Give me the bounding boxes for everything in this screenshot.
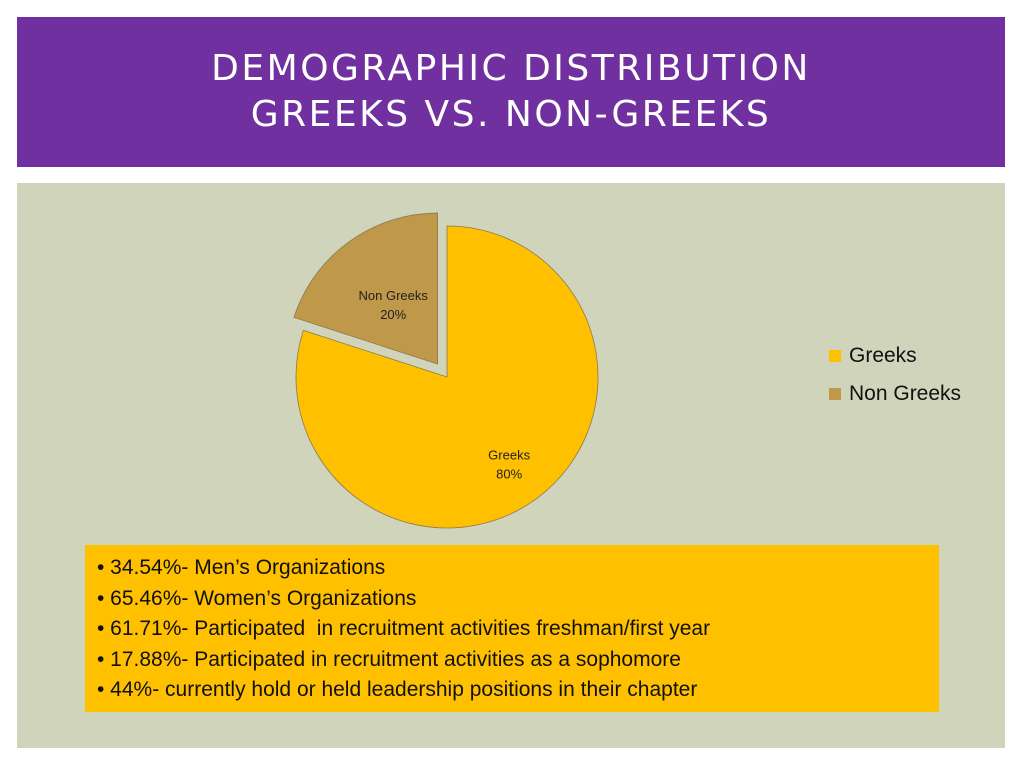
stat-item: • 44%- currently hold or held leadership… [97,678,698,701]
legend-swatch-non-greeks [829,388,841,400]
chart-legend: Greeks Non Greeks [829,337,961,413]
slice-label-greeks: Greeks [488,448,530,463]
content-panel: Greeks 80% Non Greeks 20% Greeks Non Greeks… [17,183,1005,748]
stat-item: • 34.54%- Men’s Organizations [97,556,386,579]
stat-item: • 65.46%- Women’s Organizations [97,586,417,610]
pie-slice-non-greeks [293,212,438,365]
slice-value-non-greeks: 20% [380,307,406,322]
pie-chart: Greeks 80% Non Greeks 20% [293,212,599,529]
slice-value-greeks: 80% [496,467,522,482]
title-bar: DEMOGRAPHIC DISTRIBUTION GREEKS VS. NON-… [17,17,1005,167]
slice-label-non-greeks: Non Greeks [359,288,429,303]
legend-swatch-greeks [829,350,841,362]
slide-title-line-1: DEMOGRAPHIC DISTRIBUTION [211,48,811,89]
stat-item: • 61.71%- Participated in recruitment ac… [97,617,711,640]
stats-box: • 34.54%- Men’s Organizations • 65.46%- … [85,545,939,712]
stat-item: • 17.88%- Participated in recruitment ac… [97,647,681,671]
legend-item-non-greeks: Non Greeks [829,375,961,413]
pie-slice-greeks [295,225,599,529]
slide-title-line-2: GREEKS VS. NON-GREEKS [250,94,772,135]
legend-item-greeks: Greeks [829,337,961,375]
legend-label-greeks: Greeks [849,344,917,367]
legend-label-non-greeks: Non Greeks [849,382,962,405]
